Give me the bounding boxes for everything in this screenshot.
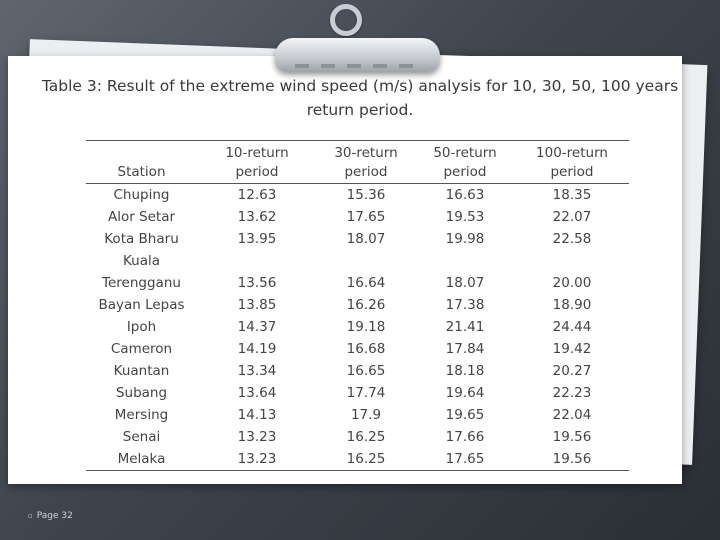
station-name-cell: Alor Setar (107, 209, 176, 225)
binder-clip-icon (275, 4, 440, 74)
column-header: 50-return period (415, 140, 515, 184)
wind-speed-cell: 20.00 (552, 275, 592, 291)
table-row: Chuping 12.63 15.36 16.63 18.35 (86, 184, 629, 207)
wind-speed-cell: 22.58 (552, 231, 592, 247)
wind-speed-cell: 13.64 (237, 385, 277, 401)
header-row: Station 10-return period 30-return period 50-… (86, 140, 629, 184)
clip-ring (330, 4, 362, 36)
table-row: Mersing 14.13 17.9 19.65 22.04 (86, 404, 629, 426)
wind-speed-cell: 12.63 (237, 187, 277, 203)
wind-speed-cell: 18.18 (445, 363, 485, 379)
wind-speed-cell: 17.65 (415, 448, 515, 471)
wind-speed-cell: 14.19 (237, 341, 277, 357)
table-row: Subang 13.64 17.74 19.64 22.23 (86, 382, 629, 404)
table-row: Kuala Terengganu 13.56 16.64 18.07 20.00 (86, 250, 629, 294)
table-row: Senai 13.23 16.25 17.66 19.56 (86, 426, 629, 448)
wind-speed-cell: 19.64 (445, 385, 485, 401)
wind-speed-cell: 17.38 (445, 297, 485, 313)
wind-speed-cell: 16.26 (346, 297, 386, 313)
wind-speed-cell: 18.35 (552, 187, 592, 203)
wind-speed-cell: 13.23 (197, 448, 317, 471)
wind-speed-cell: 14.37 (237, 319, 277, 335)
wind-speed-cell: 24.44 (552, 319, 592, 335)
column-header-line1: 50-return (433, 145, 497, 161)
table-row: Melaka 13.23 16.25 17.65 19.56 (86, 448, 629, 471)
station-name-cell: Kota Bharu (104, 231, 179, 247)
station-name-cell: Cameron (110, 341, 173, 357)
wind-speed-cell: 13.34 (237, 363, 277, 379)
wind-speed-cell: 19.56 (515, 448, 629, 471)
station-name-cell: Kuala Terengganu (102, 253, 181, 291)
column-header-line2: period (550, 164, 594, 180)
wind-speed-cell: 18.07 (346, 231, 386, 247)
column-header-line2: period (235, 164, 279, 180)
column-header-line1: 30-return (334, 145, 398, 161)
wind-speed-cell: 22.04 (552, 407, 592, 423)
wind-speed-cell: 16.65 (346, 363, 386, 379)
table-row: Kota Bharu 13.95 18.07 19.98 22.58 (86, 228, 629, 250)
column-header: 10-return period (197, 140, 317, 184)
clip-stitching (295, 64, 420, 68)
wind-speed-cell: 16.25 (317, 448, 415, 471)
table-row: Bayan Lepas 13.85 16.26 17.38 18.90 (86, 294, 629, 316)
wind-speed-cell: 13.23 (237, 429, 277, 445)
station-name-cell: Chuping (113, 187, 170, 203)
wind-speed-cell: 16.63 (445, 187, 485, 203)
table-caption: Table 3: Result of the extreme wind spee… (41, 77, 679, 119)
wind-speed-cell: 21.41 (445, 319, 485, 335)
station-name-cell: Mersing (114, 407, 169, 423)
wind-speed-cell: 19.56 (552, 429, 592, 445)
wind-speed-cell: 22.07 (552, 209, 592, 225)
wind-speed-cell: 19.65 (445, 407, 485, 423)
station-name-cell: Kuantan (113, 363, 170, 379)
station-name-cell: Senai (122, 429, 161, 445)
column-header: 100-return period (515, 140, 629, 184)
table-header: Station 10-return period 30-return period 50-… (86, 140, 629, 184)
column-header-line2: period (443, 164, 487, 180)
table-body: Chuping 12.63 15.36 16.63 18.35 Alor Setar 13.… (86, 184, 629, 471)
column-header-line1: 10-return (225, 145, 289, 161)
page-footer: ▫ Page 32 (28, 511, 73, 521)
column-header-line2: Station (117, 164, 166, 180)
wind-speed-cell: 16.25 (346, 429, 386, 445)
wind-speed-cell: 16.64 (346, 275, 386, 291)
wind-speed-cell: 17.74 (346, 385, 386, 401)
wind-speed-cell: 22.23 (552, 385, 592, 401)
wind-speed-cell: 17.66 (445, 429, 485, 445)
table-row: Alor Setar 13.62 17.65 19.53 22.07 (86, 206, 629, 228)
wind-speed-cell: 19.98 (445, 231, 485, 247)
wind-speed-cell: 13.56 (237, 275, 277, 291)
station-name-cell: Melaka (86, 448, 197, 471)
column-header: 30-return period (317, 140, 415, 184)
table-row: Kuantan 13.34 16.65 18.18 20.27 (86, 360, 629, 382)
wind-speed-cell: 13.85 (237, 297, 277, 313)
wind-speed-cell: 17.84 (445, 341, 485, 357)
column-header: Station (86, 140, 197, 184)
table-row: Cameron 14.19 16.68 17.84 19.42 (86, 338, 629, 360)
wind-speed-cell: 14.13 (237, 407, 277, 423)
wind-speed-cell: 20.27 (552, 363, 592, 379)
table-row: Ipoh 14.37 19.18 21.41 24.44 (86, 316, 629, 338)
wind-speed-cell: 13.62 (237, 209, 277, 225)
column-header-line1: 100-return (536, 145, 608, 161)
wind-speed-cell: 19.18 (346, 319, 386, 335)
wind-speed-cell: 13.95 (237, 231, 277, 247)
footer-bullet-icon: ▫ (28, 512, 33, 520)
wind-speed-cell: 16.68 (346, 341, 386, 357)
column-header-line1 (86, 144, 197, 163)
station-name-cell: Subang (115, 385, 168, 401)
wind-speed-cell: 17.65 (346, 209, 386, 225)
paper-sheet (8, 56, 682, 484)
station-name-cell: Ipoh (126, 319, 157, 335)
wind-speed-cell: 19.42 (552, 341, 592, 357)
wind-speed-cell: 18.90 (552, 297, 592, 313)
wind-speed-cell: 15.36 (346, 187, 386, 203)
wind-speed-table: Station 10-return period 30-return period 50-… (86, 140, 629, 471)
wind-speed-cell: 17.9 (350, 407, 382, 423)
station-name-cell: Bayan Lepas (98, 297, 185, 313)
page-number: Page 32 (36, 511, 73, 521)
column-header-line2: period (344, 164, 388, 180)
wind-speed-cell: 19.53 (445, 209, 485, 225)
wind-speed-cell: 18.07 (445, 275, 485, 291)
